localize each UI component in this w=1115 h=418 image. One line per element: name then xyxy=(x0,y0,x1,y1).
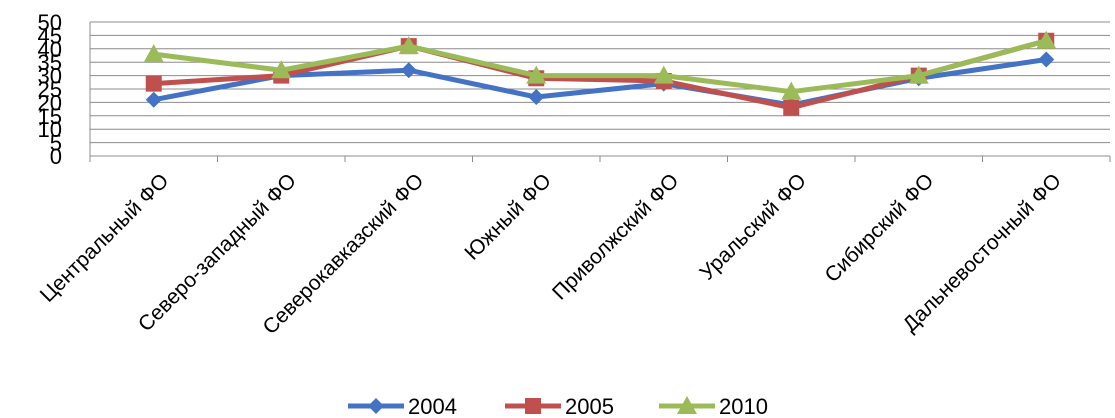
legend-marker xyxy=(677,396,697,414)
y-tick-label: 30 xyxy=(38,64,62,89)
legend-item-2010: 2010 xyxy=(659,394,768,418)
data-point-2010 xyxy=(908,65,929,84)
legend-item-2004: 2004 xyxy=(348,394,457,418)
legend-marker xyxy=(368,398,384,414)
y-tick-label: 5 xyxy=(50,131,62,156)
legend-item-2005: 2005 xyxy=(505,394,614,418)
legend: 2004 2005 2010 xyxy=(348,394,768,418)
x-category-label: Сибирский ФО xyxy=(820,169,938,287)
data-point-2010 xyxy=(781,81,802,100)
legend-label: 2004 xyxy=(408,394,457,418)
series-group xyxy=(143,30,1057,116)
y-tick-label: 40 xyxy=(38,37,62,62)
x-category-label: Центральный ФО xyxy=(36,169,174,307)
y-tick-label: 50 xyxy=(38,10,62,35)
data-point-2004 xyxy=(400,62,417,79)
x-category-label: Уральский ФО xyxy=(695,169,810,284)
y-tick-label: 35 xyxy=(38,50,62,75)
x-category-label: Южный ФО xyxy=(460,169,555,264)
legend-label: 2010 xyxy=(719,394,768,418)
y-tick-label: 25 xyxy=(38,77,62,102)
data-point-2004 xyxy=(528,89,545,106)
data-point-2004 xyxy=(145,91,162,108)
series-2010 xyxy=(143,30,1057,100)
data-point-2010 xyxy=(143,44,164,63)
y-tick-label: 45 xyxy=(38,23,62,48)
data-point-2005 xyxy=(145,75,162,92)
y-tick-label: 15 xyxy=(38,104,62,129)
series-line-2010 xyxy=(153,38,1047,95)
data-point-2010 xyxy=(1036,30,1057,49)
series-line-2005 xyxy=(153,38,1047,111)
legend-label: 2005 xyxy=(565,394,614,418)
data-point-2004 xyxy=(1038,51,1055,68)
data-point-2010 xyxy=(526,65,547,84)
x-category-label: Приволжский ФО xyxy=(548,169,683,304)
data-point-2010 xyxy=(653,65,674,84)
data-point-2010 xyxy=(271,60,292,79)
data-point-2005 xyxy=(783,99,800,116)
y-tick-label: 0 xyxy=(50,144,62,169)
y-tick-label: 20 xyxy=(38,90,62,115)
data-point-2010 xyxy=(398,36,419,55)
legend-marker xyxy=(525,398,541,414)
y-tick-label: 10 xyxy=(38,117,62,142)
